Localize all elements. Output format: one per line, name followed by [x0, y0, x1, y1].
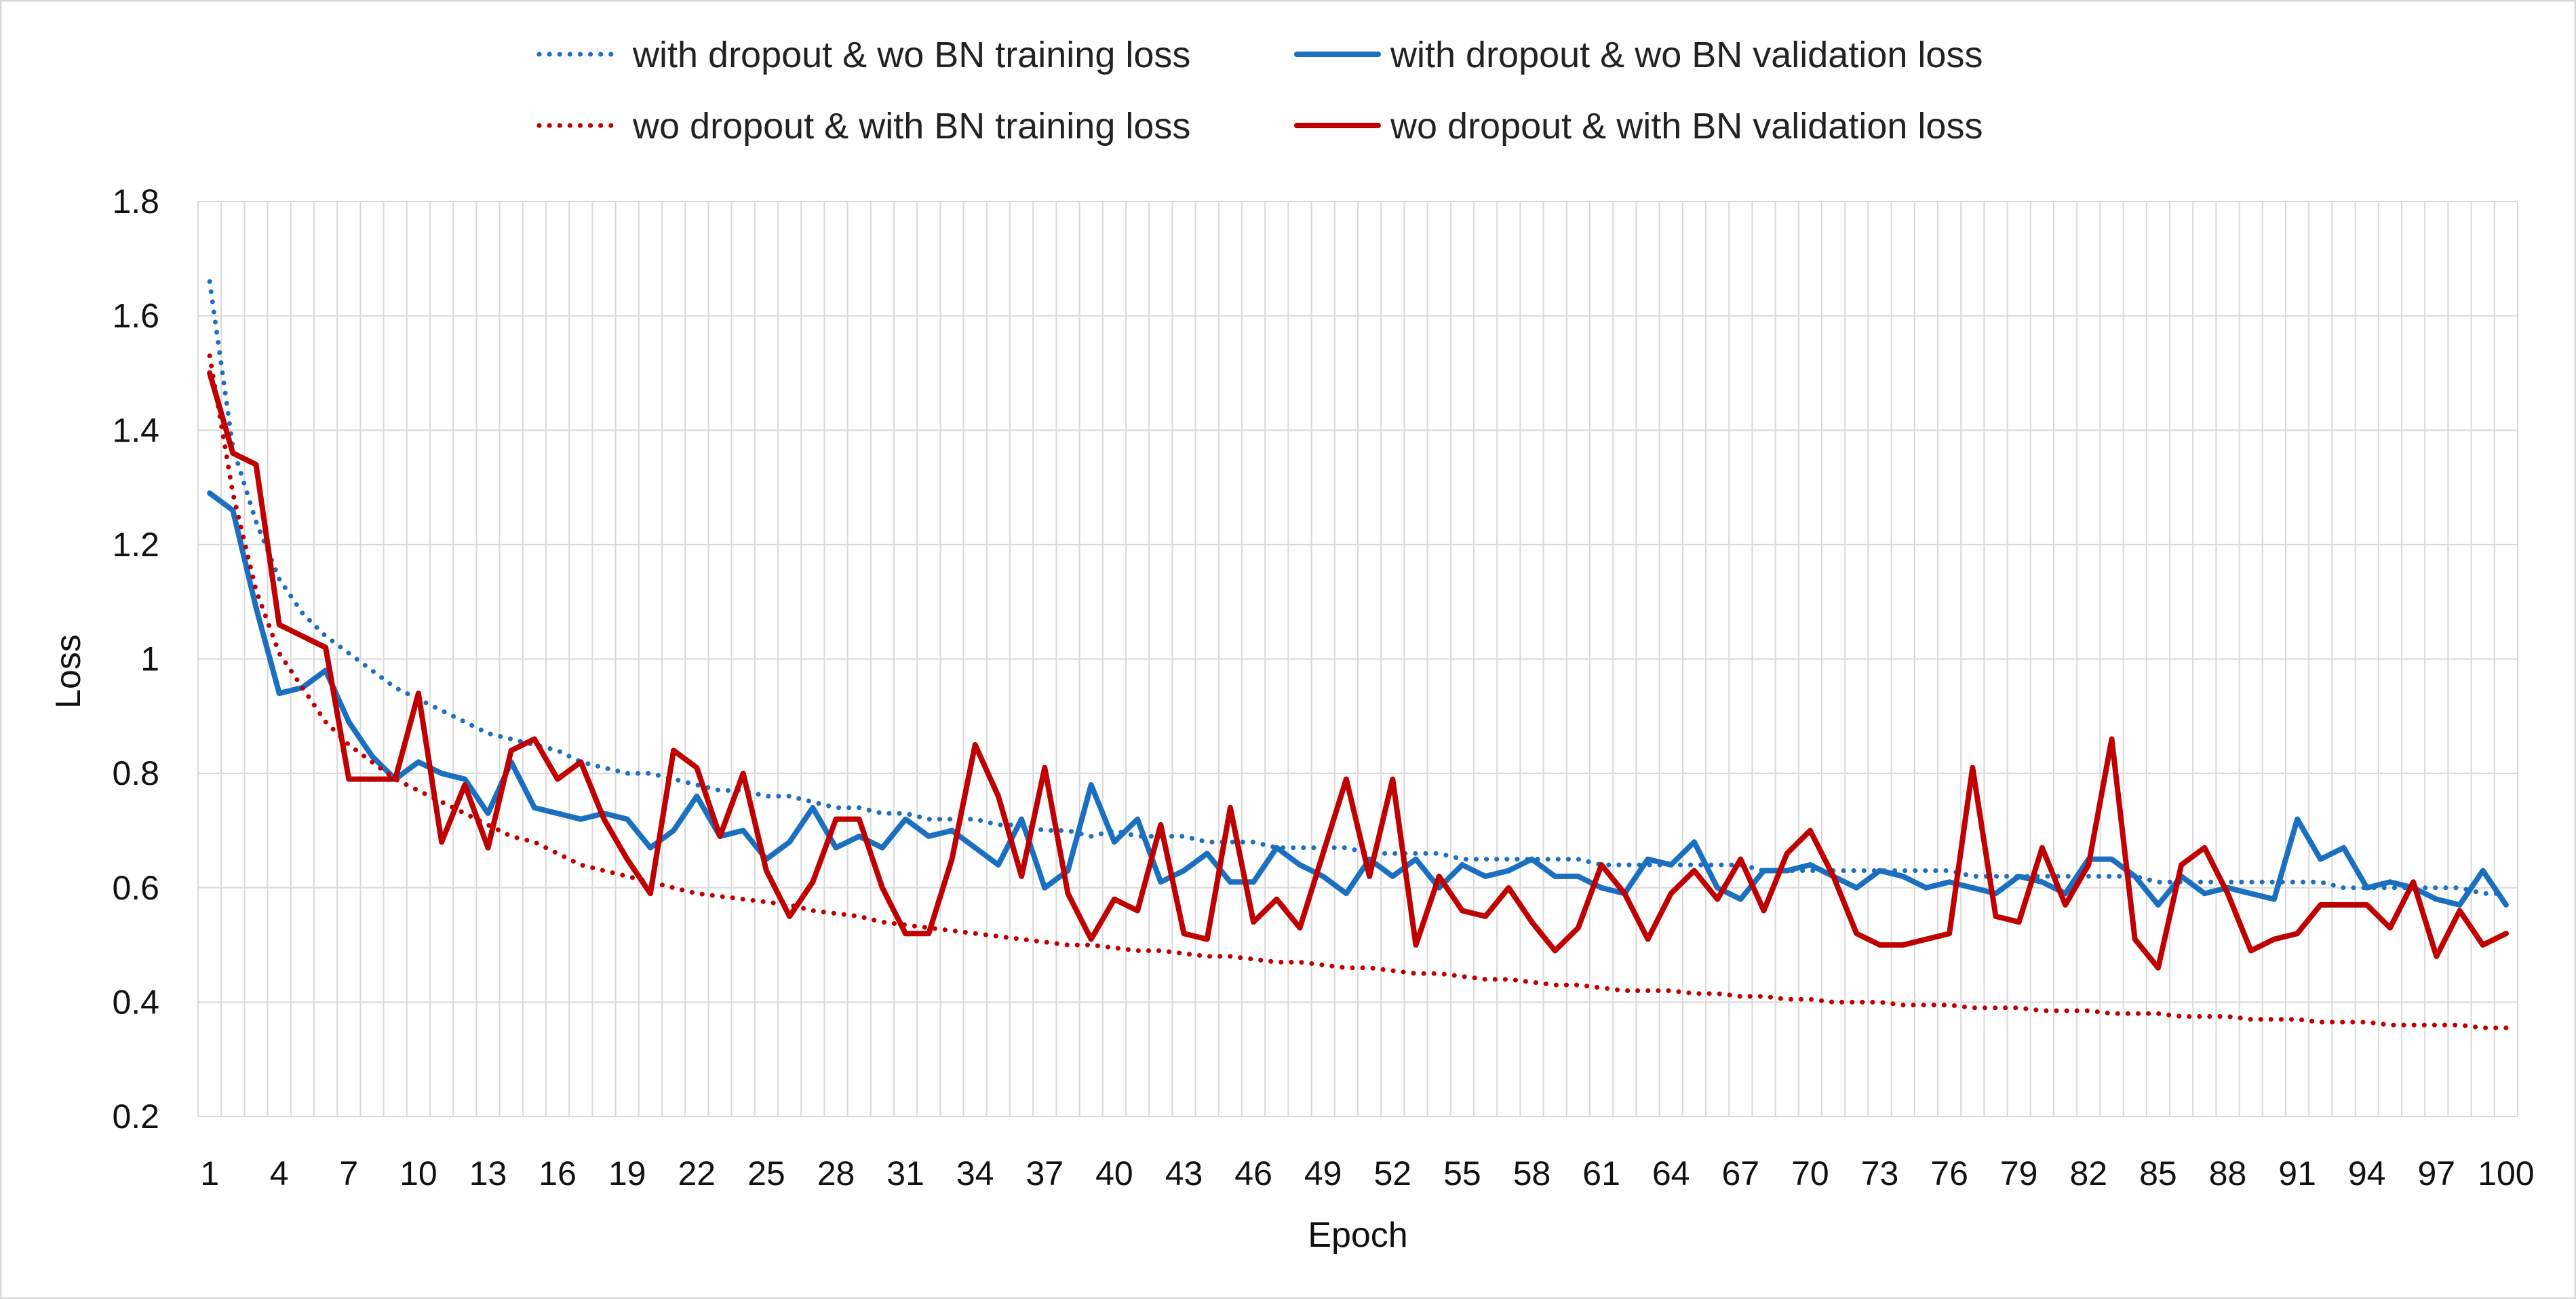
y-tick-label: 0.8 — [112, 754, 159, 792]
series-line-2 — [207, 490, 2509, 908]
y-tick-label: 1.8 — [112, 182, 159, 220]
x-tick-label: 13 — [469, 1155, 507, 1193]
x-tick-label: 97 — [2417, 1155, 2455, 1193]
series-group — [207, 279, 2509, 1030]
y-tick-label: 1.4 — [112, 411, 159, 449]
x-tick-label: 70 — [1791, 1155, 1829, 1193]
x-tick-label: 10 — [399, 1155, 437, 1193]
x-axis-title: Epoch — [1308, 1216, 1407, 1255]
x-tick-label: 61 — [1582, 1155, 1620, 1193]
x-tick-label: 37 — [1026, 1155, 1063, 1193]
legend: with dropout & wo BN training loss with d… — [536, 35, 1983, 147]
x-tick-label: 79 — [2000, 1155, 2038, 1193]
tick-labels: 0.2 0.4 0.6 0.8 1 1.2 1.4 1.6 1.8 1 4 7 10 13 16 19 22 25… — [112, 182, 2534, 1193]
x-tick-label: 52 — [1373, 1155, 1411, 1193]
x-tick-label: 85 — [2139, 1155, 2177, 1193]
y-tick-label: 0.2 — [112, 1098, 159, 1136]
x-tick-label: 46 — [1234, 1155, 1272, 1193]
x-tick-label: 4 — [270, 1155, 289, 1193]
x-tick-label: 34 — [956, 1155, 994, 1193]
x-tick-label: 7 — [339, 1155, 358, 1193]
x-tick-label: 76 — [1930, 1155, 1968, 1193]
x-tick-label: 94 — [2348, 1155, 2386, 1193]
y-tick-label: 0.6 — [112, 869, 159, 907]
y-tick-label: 1.2 — [112, 526, 159, 564]
x-tick-label: 64 — [1652, 1155, 1690, 1193]
series-line-3 — [207, 353, 2509, 1030]
series-line-4 — [207, 370, 2509, 971]
x-tick-label: 19 — [608, 1155, 646, 1193]
x-tick-label: 73 — [1861, 1155, 1899, 1193]
x-tick-label: 22 — [678, 1155, 716, 1193]
x-tick-label: 82 — [2069, 1155, 2107, 1193]
x-tick-label: 55 — [1443, 1155, 1481, 1193]
y-tick-label: 1.6 — [112, 297, 159, 335]
legend-label-2: with dropout & wo BN validation loss — [1390, 35, 1983, 75]
x-tick-label: 88 — [2209, 1155, 2247, 1193]
y-tick-label: 0.4 — [112, 983, 159, 1021]
y-axis-title: Loss — [49, 634, 88, 709]
x-tick-label: 16 — [539, 1155, 577, 1193]
x-tick-label: 31 — [886, 1155, 924, 1193]
x-tick-label: 40 — [1095, 1155, 1133, 1193]
x-tick-label: 25 — [747, 1155, 785, 1193]
legend-label-1: with dropout & wo BN training loss — [632, 35, 1190, 75]
x-tick-label: 1 — [200, 1155, 219, 1193]
grid — [197, 201, 2518, 1117]
x-tick-label: 100 — [2478, 1155, 2534, 1193]
x-tick-label: 43 — [1165, 1155, 1203, 1193]
legend-label-3: wo dropout & with BN training loss — [632, 106, 1190, 147]
x-tick-label: 49 — [1304, 1155, 1342, 1193]
x-tick-label: 67 — [1721, 1155, 1759, 1193]
x-tick-label: 58 — [1513, 1155, 1551, 1193]
x-tick-label: 91 — [2278, 1155, 2316, 1193]
y-tick-label: 1 — [140, 640, 159, 678]
x-tick-label: 28 — [817, 1155, 855, 1193]
legend-label-4: wo dropout & with BN validation loss — [1390, 106, 1983, 147]
